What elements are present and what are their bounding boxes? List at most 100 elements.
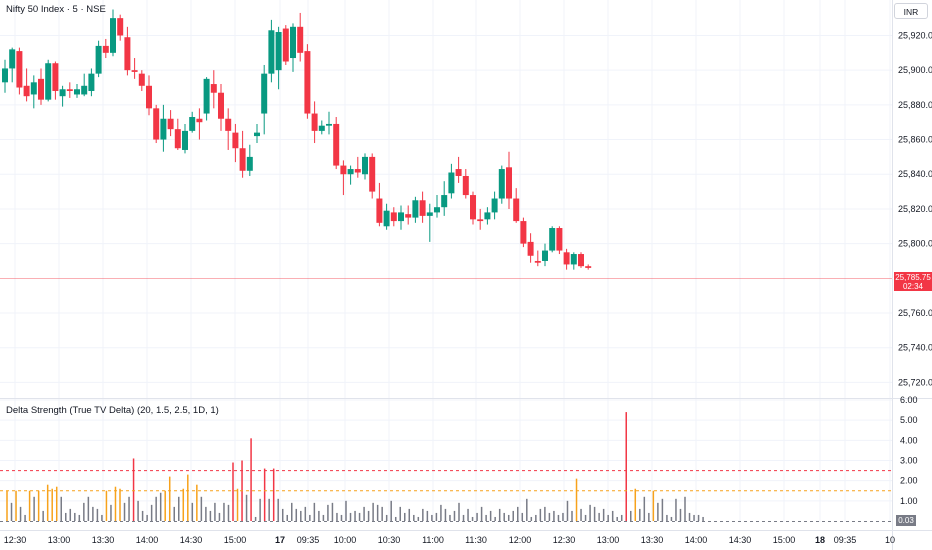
candle-down xyxy=(239,148,246,171)
indicator-title[interactable]: Delta Strength (True TV Delta) (20, 1.5,… xyxy=(6,405,219,416)
delta-bar xyxy=(544,506,546,521)
candle-down xyxy=(232,132,239,149)
delta-bar xyxy=(10,502,13,521)
candle-up xyxy=(290,26,296,59)
candle-down xyxy=(225,118,232,131)
delta-bar xyxy=(69,508,72,521)
delta-bar xyxy=(340,514,343,521)
delta-bar xyxy=(200,496,203,521)
candle-down xyxy=(146,85,152,109)
delta-bar xyxy=(74,512,76,521)
candle-down xyxy=(578,254,584,267)
indicator-axis-label: 6.00 xyxy=(900,395,918,405)
candle-down xyxy=(556,228,563,251)
symbol-title[interactable]: Nifty 50 Index · 5 · NSE xyxy=(6,4,106,15)
candle-down xyxy=(333,123,340,166)
time-axis-label: 10:30 xyxy=(378,535,401,545)
delta-bar xyxy=(630,510,632,521)
delta-bar xyxy=(60,496,62,521)
delta-bar xyxy=(476,512,478,521)
delta-bar xyxy=(639,508,641,521)
indicator-axis-label: 1.00 xyxy=(900,496,918,506)
indicator-axis-label: 2.00 xyxy=(900,476,918,486)
delta-bar xyxy=(123,502,126,521)
candle-up xyxy=(549,228,556,251)
price-axis[interactable]: 25,920.00 25,900.00 25,880.00 25,860.00 25,8… xyxy=(898,30,932,387)
delta-bar xyxy=(404,512,406,521)
delta-bar xyxy=(530,516,533,521)
delta-bar xyxy=(684,496,686,521)
candle-down xyxy=(506,167,512,199)
delta-bar xyxy=(399,506,401,521)
price-axis-label: 25,720.00 xyxy=(898,377,932,387)
candle-up xyxy=(448,172,455,194)
candle-up xyxy=(95,45,102,74)
delta-bar xyxy=(209,510,212,521)
delta-bar xyxy=(417,516,420,521)
delta-bar xyxy=(173,506,175,521)
delta-bar xyxy=(309,514,311,521)
delta-bar xyxy=(444,508,447,521)
delta-bar xyxy=(507,514,510,521)
time-axis-label: 12:00 xyxy=(509,535,532,545)
price-axis-label: 25,740.00 xyxy=(898,343,932,353)
delta-bar xyxy=(272,468,275,521)
time-axis-label: 14:30 xyxy=(729,535,752,545)
candle-down xyxy=(527,241,534,256)
candle-down xyxy=(167,118,174,130)
indicator-axis[interactable]: 6.00 5.00 4.00 3.00 2.00 1.00 xyxy=(900,395,918,506)
candle-down xyxy=(138,73,145,86)
delta-bar xyxy=(268,498,270,521)
candle-down xyxy=(455,169,462,176)
candle-down xyxy=(405,214,412,218)
candle-up xyxy=(59,89,66,97)
delta-bar xyxy=(422,508,424,521)
last-price-tag: 25,785.75 02:34 xyxy=(894,272,932,291)
delta-bar xyxy=(503,512,505,521)
last-price-value: 25,785.75 xyxy=(895,273,931,282)
delta-bar xyxy=(426,510,429,521)
delta-bar xyxy=(566,500,569,521)
delta-bar xyxy=(132,458,135,521)
candle-down xyxy=(520,221,527,244)
delta-bar xyxy=(19,506,22,521)
delta-bar xyxy=(666,514,668,521)
candle-up xyxy=(88,73,95,91)
candle-up xyxy=(398,212,404,222)
candle-up xyxy=(81,85,88,95)
candle-up xyxy=(347,169,354,175)
candle-down xyxy=(297,26,304,53)
candle-up xyxy=(246,156,253,171)
candle-down xyxy=(470,195,476,220)
candle-down xyxy=(354,169,361,173)
delta-bar xyxy=(232,462,234,521)
delta-bar xyxy=(598,512,600,521)
delta-bar xyxy=(164,490,166,521)
delta-bar xyxy=(42,510,44,521)
time-axis-label: 09:35 xyxy=(834,535,857,545)
candle-down xyxy=(174,129,181,149)
candle-up xyxy=(110,18,116,53)
price-axis-label: 25,820.00 xyxy=(898,204,932,214)
delta-bar xyxy=(480,506,483,521)
delta-bar xyxy=(141,510,144,521)
delta-bar xyxy=(259,498,261,521)
candle-down xyxy=(376,198,383,223)
candle-up xyxy=(160,118,167,140)
delta-bar xyxy=(354,510,356,521)
delta-bar xyxy=(146,514,148,521)
delta-bar xyxy=(657,502,659,521)
delta-bar xyxy=(643,496,646,521)
time-axis-label: 18 xyxy=(815,535,825,545)
delta-bar xyxy=(291,502,293,521)
delta-bar xyxy=(349,512,352,521)
candle-down xyxy=(585,266,592,268)
currency-button[interactable]: INR xyxy=(894,3,928,19)
candle-down xyxy=(390,212,397,222)
delta-bar xyxy=(191,502,194,521)
time-axis[interactable]: 12:30 13:00 13:30 14:00 14:30 15:00 17 09:35 10:… xyxy=(4,535,895,545)
indicator-axis-label: 4.00 xyxy=(900,435,918,445)
delta-bar xyxy=(28,490,31,521)
